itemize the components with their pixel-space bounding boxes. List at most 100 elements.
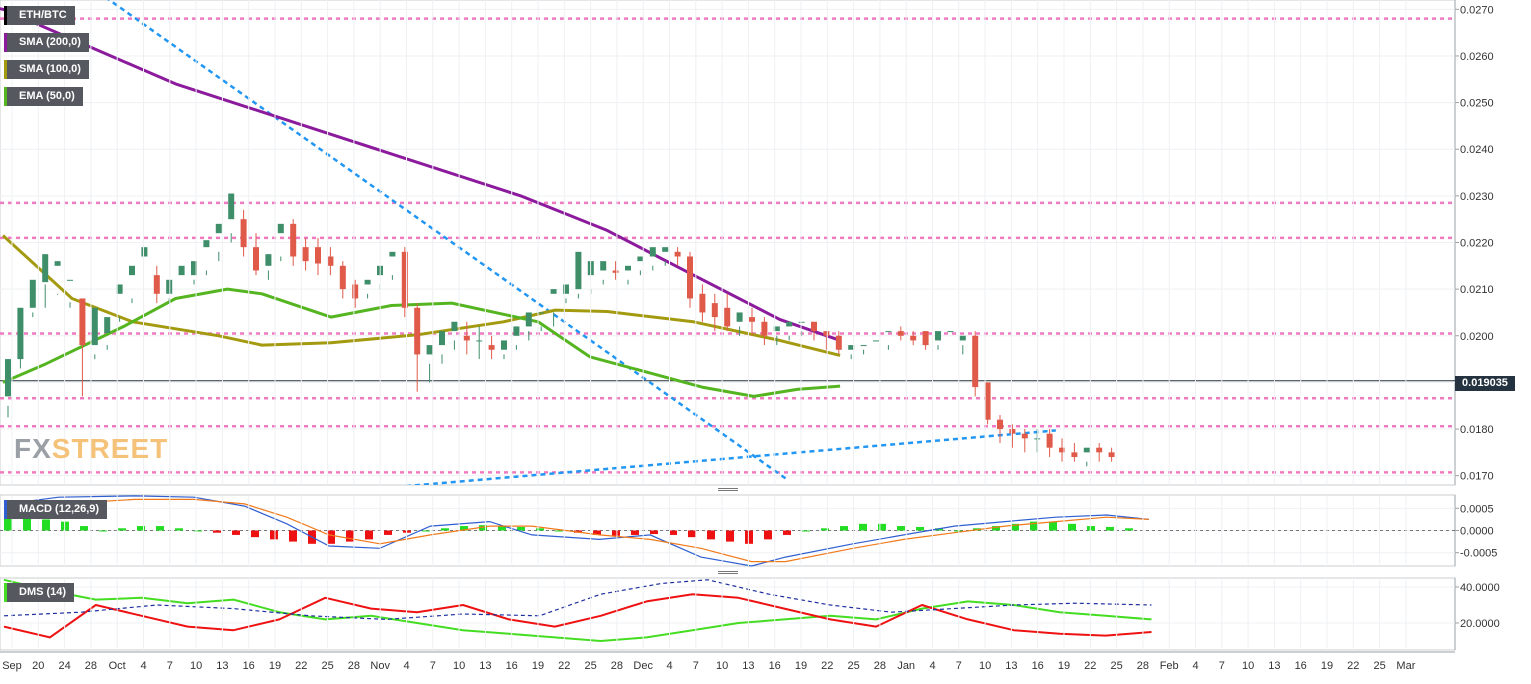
x-tick-label: 16 bbox=[769, 660, 781, 672]
adx-line bbox=[3, 579, 1152, 621]
macd-histogram-bar bbox=[479, 525, 487, 531]
x-tick-label: Nov bbox=[370, 660, 390, 672]
x-tick-label: 25 bbox=[321, 660, 333, 672]
candle-bearish bbox=[352, 284, 359, 299]
x-axis: Sep 20 24 28 Oct 4 7 10 13 16 19 22 25 28 Nov 4 7 10 13 16 1… bbox=[0, 0, 1455, 672]
candle-bearish bbox=[897, 331, 904, 336]
candle-bearish bbox=[811, 321, 817, 332]
candle-bearish bbox=[339, 265, 346, 290]
candle-bullish bbox=[625, 265, 631, 271]
macd-histogram-bar bbox=[1125, 528, 1133, 531]
x-tick-label: 7 bbox=[430, 660, 436, 672]
legend-macd[interactable]: MACD (12,26,9) bbox=[4, 500, 108, 519]
candle-bearish bbox=[984, 382, 991, 420]
x-tick-label: 25 bbox=[1373, 660, 1385, 672]
legend-ema50[interactable]: EMA (50,0) bbox=[4, 87, 83, 106]
macd-histogram-bar bbox=[1030, 521, 1038, 531]
macd-histogram-bar bbox=[251, 530, 259, 538]
macd-histogram-bar bbox=[593, 530, 601, 535]
macd-histogram-bar bbox=[517, 526, 525, 531]
macd-histogram-bar bbox=[137, 526, 145, 531]
macd-histogram-bar bbox=[555, 530, 563, 532]
candle-bearish bbox=[749, 317, 755, 322]
legend-sma100[interactable]: SMA (100,0) bbox=[4, 60, 89, 79]
x-tick-label: 22 bbox=[1347, 660, 1359, 672]
panel-frame bbox=[0, 577, 1456, 651]
candle-bullish bbox=[203, 240, 210, 248]
macd-histogram-bar bbox=[422, 530, 430, 532]
candle-bearish bbox=[761, 321, 768, 336]
candle-bearish bbox=[79, 298, 86, 346]
macd-histogram-bar bbox=[365, 530, 373, 540]
pane-resize-handle[interactable] bbox=[718, 488, 738, 491]
y-tick-label: 0.0260 bbox=[1460, 51, 1494, 63]
macd-histogram-bar bbox=[707, 530, 715, 540]
x-tick-label: Oct bbox=[109, 660, 126, 672]
y-tick-label: 0.0240 bbox=[1460, 144, 1494, 156]
candle-bearish bbox=[253, 247, 259, 271]
macd-histogram-bar bbox=[80, 526, 88, 531]
candle-bearish bbox=[724, 307, 731, 327]
candle-bullish bbox=[29, 279, 36, 308]
candle-bullish bbox=[525, 312, 532, 327]
candle-bullish bbox=[91, 307, 98, 346]
candle-bullish bbox=[426, 345, 433, 355]
x-tick-label: 10 bbox=[453, 660, 465, 672]
candle-bearish bbox=[290, 223, 297, 257]
candle-bullish bbox=[885, 331, 892, 333]
x-tick-label: 10 bbox=[1242, 660, 1254, 672]
candle-bullish bbox=[54, 261, 61, 266]
legend-sma200[interactable]: SMA (200,0) bbox=[4, 33, 89, 52]
macd-histogram-bar bbox=[118, 528, 126, 531]
candle-bullish bbox=[5, 359, 11, 397]
x-tick-label: 13 bbox=[216, 660, 228, 672]
macd-histogram-bar bbox=[498, 526, 506, 531]
candle-bullish bbox=[959, 335, 966, 341]
candle-bullish bbox=[600, 261, 607, 271]
candle-bullish bbox=[141, 247, 148, 257]
macd-histogram-bar bbox=[669, 530, 677, 535]
candle-bearish bbox=[997, 419, 1003, 430]
x-tick-label: 28 bbox=[1137, 660, 1149, 672]
macd-histogram-bar bbox=[441, 528, 449, 531]
candle-bearish bbox=[1071, 452, 1078, 458]
x-tick-label: 22 bbox=[1084, 660, 1096, 672]
legend-pair[interactable]: ETH/BTC bbox=[4, 6, 75, 25]
candle-bearish bbox=[922, 331, 929, 346]
macd-histogram-bar bbox=[213, 530, 221, 533]
candle-bearish bbox=[674, 251, 681, 257]
macd-histogram-bar bbox=[992, 526, 1000, 531]
candle-bullish bbox=[265, 254, 272, 266]
macd-histogram-bar bbox=[840, 526, 848, 531]
x-tick-label: Feb bbox=[1160, 660, 1179, 672]
x-tick-label: 4 bbox=[666, 660, 672, 672]
x-tick-label: 19 bbox=[1321, 660, 1333, 672]
y-tick-label: 0.0210 bbox=[1460, 284, 1494, 296]
candle-bullish bbox=[228, 193, 235, 220]
candle-bearish bbox=[699, 293, 706, 313]
signal-line bbox=[7, 498, 1149, 563]
pane-resize-handle[interactable] bbox=[718, 571, 738, 574]
candle-bearish bbox=[972, 335, 979, 388]
candle-bullish bbox=[178, 265, 185, 276]
y-tick-label: 0.0170 bbox=[1460, 471, 1494, 483]
candle-bullish bbox=[1083, 447, 1090, 453]
x-tick-label: 16 bbox=[1032, 660, 1044, 672]
candle-bullish bbox=[389, 251, 396, 257]
x-tick-label: 13 bbox=[479, 660, 491, 672]
legend-dms[interactable]: DMS (14) bbox=[4, 583, 75, 602]
y-tick-label: 0.0000 bbox=[1460, 526, 1494, 538]
macd-histogram-bar bbox=[346, 530, 354, 542]
macd-histogram-bar bbox=[23, 517, 31, 531]
x-tick-label: 28 bbox=[611, 660, 623, 672]
macd-histogram-bar bbox=[1011, 523, 1019, 531]
macd-histogram-bar bbox=[916, 526, 924, 531]
candle-bullish bbox=[786, 321, 793, 327]
minus-di-line bbox=[3, 593, 1152, 639]
candle-bullish bbox=[451, 321, 458, 332]
candle-bearish bbox=[463, 335, 470, 341]
trendline bbox=[404, 429, 1056, 485]
candle-bullish bbox=[191, 261, 197, 276]
candle-bullish bbox=[773, 326, 780, 332]
